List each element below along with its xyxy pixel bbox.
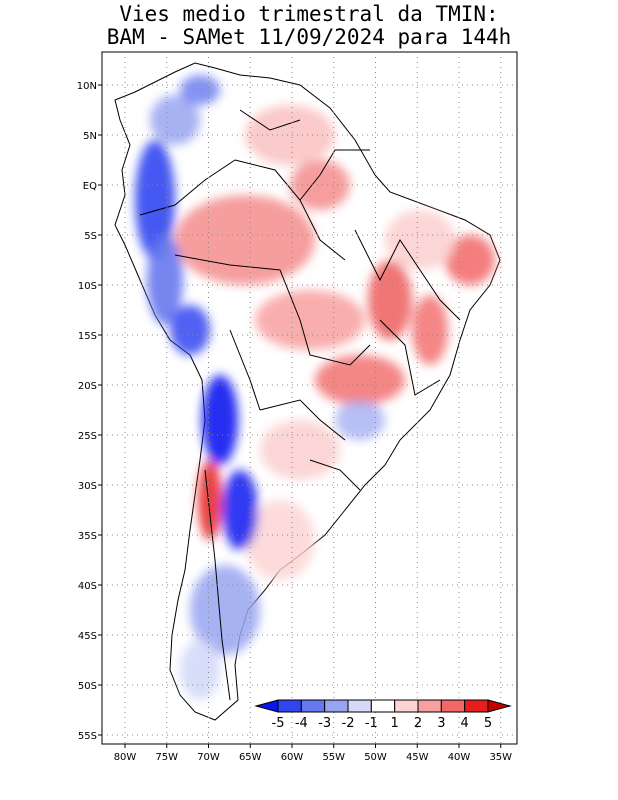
lat-label: 10N (77, 81, 97, 92)
colorbar-label: -4 (295, 716, 308, 731)
longitude-labels: 80W 75W 70W 65W 60W 55W 50W 45W 40W 35W (114, 744, 512, 763)
lon-label: 65W (239, 752, 262, 763)
colorbar: -5 -4 -3 -2 -1 1 2 3 4 5 (254, 699, 512, 731)
map-title-line1: Vies medio trimestral da TMIN: (119, 2, 499, 26)
country-borders (139, 109, 461, 701)
lon-label: 35W (489, 752, 512, 763)
colorbar-swatch (300, 699, 326, 713)
lat-label: 25S (78, 431, 97, 442)
colorbar-label: -1 (365, 716, 378, 731)
lat-label: 50S (78, 681, 97, 692)
lat-label: EQ (83, 181, 97, 192)
colorbar-max-arrow (487, 699, 512, 713)
lon-label: 75W (155, 752, 178, 763)
colorbar-swatch (324, 699, 349, 713)
colorbar-label: -3 (318, 716, 331, 731)
lat-label: 45S (78, 631, 97, 642)
lon-label: 55W (322, 752, 345, 763)
colorbar-label: 3 (437, 716, 445, 731)
colorbar-label: 1 (391, 716, 399, 731)
graticule (102, 52, 517, 744)
lon-label: 40W (448, 752, 471, 763)
lat-label: 30S (78, 481, 97, 492)
lon-label: 70W (197, 752, 220, 763)
colorbar-swatch (370, 699, 396, 713)
lon-label: 80W (114, 752, 137, 763)
colorbar-swatch (417, 699, 442, 713)
lat-label: 40S (78, 581, 97, 592)
lat-label: 10S (78, 281, 97, 292)
lon-label: 50W (364, 752, 387, 763)
colorbar-label: -5 (272, 716, 285, 731)
lat-label: 55S (78, 731, 97, 742)
colorbar-swatch (347, 699, 372, 713)
colorbar-swatch (464, 699, 489, 713)
lon-label: 45W (406, 752, 429, 763)
colorbar-swatch (440, 699, 466, 713)
bias-shading (135, 75, 495, 700)
latitude-labels: 10N 5N EQ 5S 10S 15S 20S 25S 30S 35S 40S 45S 50S 55S (77, 81, 102, 742)
map-title-line2: BAM - SAMet 11/09/2024 para 144h (106, 25, 512, 49)
lon-label: 60W (281, 752, 304, 763)
lat-label: 15S (78, 331, 97, 342)
colorbar-label: -2 (342, 716, 355, 731)
lat-label: 5N (83, 131, 97, 142)
lat-label: 20S (78, 381, 97, 392)
colorbar-label: 5 (484, 716, 492, 731)
colorbar-swatch (394, 699, 419, 713)
map-content (102, 52, 517, 744)
colorbar-label: 4 (461, 716, 469, 731)
lat-label: 5S (84, 231, 97, 242)
colorbar-swatch (277, 699, 302, 713)
colorbar-label: 2 (414, 716, 422, 731)
lat-label: 35S (78, 531, 97, 542)
